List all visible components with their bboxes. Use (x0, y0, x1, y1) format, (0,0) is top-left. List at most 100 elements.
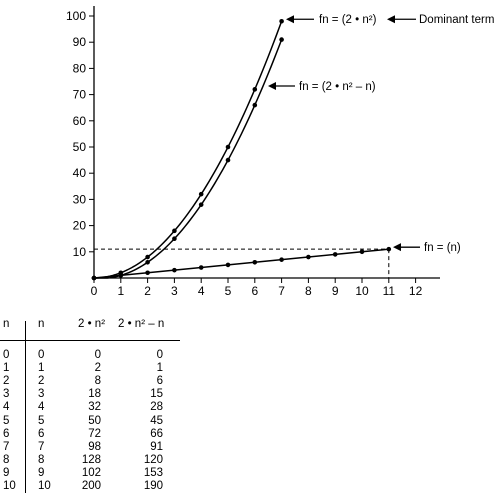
x-tick-label: 12 (409, 284, 423, 298)
table-cell: 72 (88, 427, 101, 440)
data-point (252, 259, 258, 265)
table-cell: 1 (38, 362, 45, 375)
series-2n2-label: fn = (2 • n²) (319, 14, 377, 26)
table-cell: 8 (94, 375, 101, 388)
x-tick-label: 2 (144, 284, 151, 298)
series-n-arrow-head (393, 243, 401, 252)
data-point (145, 259, 150, 265)
series-2n2-arrow-head (286, 15, 294, 24)
data-point (172, 236, 177, 241)
table-cell: 4 (38, 401, 45, 414)
x-tick-label: 7 (278, 284, 285, 298)
table-cell: 10 (38, 480, 51, 492)
data-point (359, 249, 365, 255)
table-cell: 28 (150, 401, 163, 414)
chart-annotations: fn = (2 • n²) Dominant term fn = (2 • n² –… (268, 14, 494, 254)
x-tick-label: 3 (171, 284, 178, 298)
table-cell: 6 (3, 427, 10, 440)
data-point (145, 270, 150, 276)
table-cell: 45 (150, 414, 163, 427)
table-cell: 7 (3, 440, 10, 453)
x-tick-label: 11 (383, 284, 396, 298)
series-n-label: fn = (n) (424, 242, 461, 254)
table-cell: 0 (3, 349, 10, 361)
table-header-n-index: n (3, 318, 10, 330)
y-tick-label: 80 (73, 61, 87, 75)
table-header-2n2-minus-n: 2 • n² – n (118, 318, 165, 330)
table-cell: 50 (88, 414, 101, 427)
data-point (225, 157, 231, 163)
table-cell: 7 (38, 440, 45, 453)
x-tick-label: 10 (355, 284, 369, 298)
chart-points (91, 18, 392, 281)
x-tick-label: 4 (198, 284, 205, 298)
table-cell: 5 (38, 414, 45, 427)
data-point (118, 273, 124, 278)
y-tick-label: 20 (73, 219, 87, 233)
y-tick-label: 100 (66, 9, 86, 23)
x-tick-label: 6 (251, 284, 258, 298)
table-header-divider (0, 340, 180, 341)
table-cell: 120 (143, 453, 163, 466)
data-point (198, 202, 204, 207)
y-tick-label: 40 (73, 166, 87, 180)
table-cell: 190 (143, 480, 163, 492)
table-cell: 32 (88, 401, 101, 414)
dominant-term-label: Dominant term (419, 14, 494, 26)
table-cell: 66 (150, 427, 163, 440)
table-cell: 2 (38, 375, 45, 388)
table-cell: 0 (38, 349, 45, 361)
data-point (386, 246, 392, 252)
x-tick-label: 5 (225, 284, 232, 298)
curve-n (93, 248, 389, 279)
table-cell: 0 (156, 349, 163, 361)
curve-2n2 (93, 20, 283, 279)
table-cell: 98 (88, 440, 101, 453)
x-tick-label: 8 (305, 284, 312, 298)
data-point (279, 37, 284, 42)
y-tick-label: 10 (73, 245, 87, 259)
y-tick-label: 70 (73, 88, 87, 102)
table-cell: 5 (3, 414, 10, 427)
table-cell: 3 (38, 388, 45, 401)
reference-lines (94, 248, 390, 278)
data-point (252, 87, 258, 92)
table-cell: 9 (38, 466, 45, 479)
chart-curves (93, 20, 389, 279)
values-table: n n 2 • n² 2 • n² – n 0 0 0 0 1 1 2 1 2 2 8 6 3 3 18 15… (0, 316, 200, 494)
y-tick-label: 90 (73, 35, 87, 49)
dominant-term-arrow-head (387, 15, 395, 24)
y-tick-label: 50 (73, 140, 87, 154)
table-cell: 3 (3, 388, 10, 401)
table-cell: 8 (38, 453, 45, 466)
data-point (252, 102, 258, 108)
series-2n2-minus-n-arrow-head (268, 82, 276, 90)
data-point (172, 267, 177, 273)
table-cell: 1 (3, 362, 10, 375)
data-point (198, 191, 204, 197)
data-point (145, 254, 150, 260)
x-tick-label: 0 (91, 284, 98, 298)
data-point (306, 254, 311, 260)
table-header-n: n (38, 318, 45, 330)
data-point (332, 252, 338, 257)
table-cell: 6 (38, 427, 45, 440)
data-point (279, 257, 284, 262)
table-cell: 9 (3, 466, 10, 479)
table-cell: 0 (94, 349, 101, 361)
table-column-divider (25, 321, 26, 493)
table-cell: 102 (81, 466, 101, 479)
x-tick-label: 1 (117, 284, 124, 298)
table-cell: 2 (94, 362, 101, 375)
data-point (198, 265, 204, 270)
chart-axes (93, 6, 440, 279)
table-cell: 10 (3, 480, 16, 492)
data-point (172, 228, 177, 234)
table-cell: 153 (143, 466, 163, 479)
curve-2n2-minus-n (94, 39, 283, 279)
data-point (91, 275, 97, 281)
table-cell: 8 (3, 453, 10, 466)
table-cell: 128 (81, 453, 101, 466)
